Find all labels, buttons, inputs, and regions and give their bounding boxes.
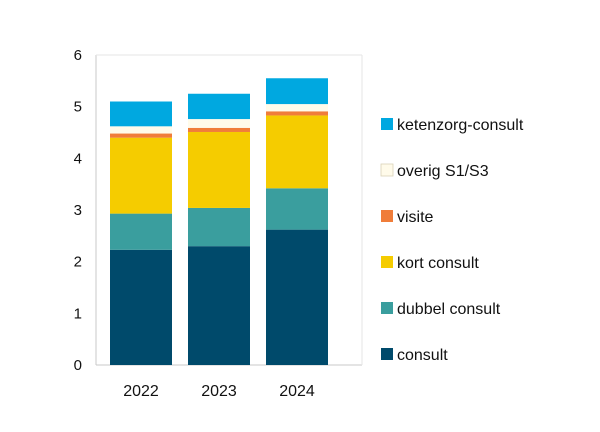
bar-segment-consult <box>266 229 328 365</box>
bar-segment-ketenzorg-consult <box>266 78 328 105</box>
legend-item-kort-consult: kort consult <box>381 255 479 272</box>
legend-swatch <box>381 302 393 314</box>
y-tick-label: 4 <box>74 150 82 167</box>
x-tick-label: 2023 <box>201 383 237 400</box>
legend-item-dubbel-consult: dubbel consult <box>381 301 501 318</box>
bar-segment-consult <box>188 246 250 365</box>
bar-segment-visite <box>188 127 250 132</box>
legend-swatch <box>381 256 393 268</box>
legend-swatch <box>381 118 393 130</box>
bar-segment-visite <box>110 133 172 138</box>
legend-item-consult: consult <box>381 347 448 364</box>
bar-segment-dubbel-consult <box>188 207 250 247</box>
bar-segment-visite <box>266 111 328 116</box>
y-tick-label: 2 <box>74 254 82 271</box>
legend: ketenzorg-consult overig S1/S3 visite ko… <box>380 117 524 364</box>
legend-label: kort consult <box>397 255 479 272</box>
x-axis: 2022 2023 2024 <box>123 383 315 400</box>
bar-segment-kort-consult <box>266 115 328 189</box>
bar-segment-kort-consult <box>110 137 172 214</box>
y-tick-label: 3 <box>74 202 82 219</box>
legend-swatch <box>381 210 393 222</box>
legend-label: visite <box>397 209 434 226</box>
legend-swatch <box>381 348 393 360</box>
legend-swatch <box>380 163 394 177</box>
bar-segment-dubbel-consult <box>266 188 328 230</box>
bar-segment-consult <box>110 249 172 365</box>
bar-segment-overig-s1-s3 <box>266 104 328 112</box>
bar-segment-overig-s1-s3 <box>110 126 172 134</box>
x-tick-label: 2022 <box>123 383 159 400</box>
legend-label: dubbel consult <box>397 301 501 318</box>
legend-label: overig S1/S3 <box>397 163 489 180</box>
y-tick-label: 0 <box>74 357 82 374</box>
legend-item-visite: visite <box>381 209 434 226</box>
legend-item-ketenzorg-consult: ketenzorg-consult <box>381 117 524 134</box>
bars <box>110 78 328 365</box>
y-tick-label: 1 <box>74 305 82 322</box>
legend-item-overig-s1-s3: overig S1/S3 <box>380 163 489 180</box>
legend-label: ketenzorg-consult <box>397 117 524 134</box>
y-tick-label: 5 <box>74 99 82 116</box>
bar-segment-ketenzorg-consult <box>188 93 250 120</box>
bar-segment-kort-consult <box>188 131 250 208</box>
bar-segment-dubbel-consult <box>110 213 172 250</box>
y-tick-label: 6 <box>74 47 82 64</box>
legend-label: consult <box>397 347 448 364</box>
bar-segment-overig-s1-s3 <box>188 119 250 128</box>
y-axis: 0 1 2 3 4 5 6 <box>74 47 82 374</box>
bar-segment-ketenzorg-consult <box>110 101 172 127</box>
x-tick-label: 2024 <box>279 383 315 400</box>
